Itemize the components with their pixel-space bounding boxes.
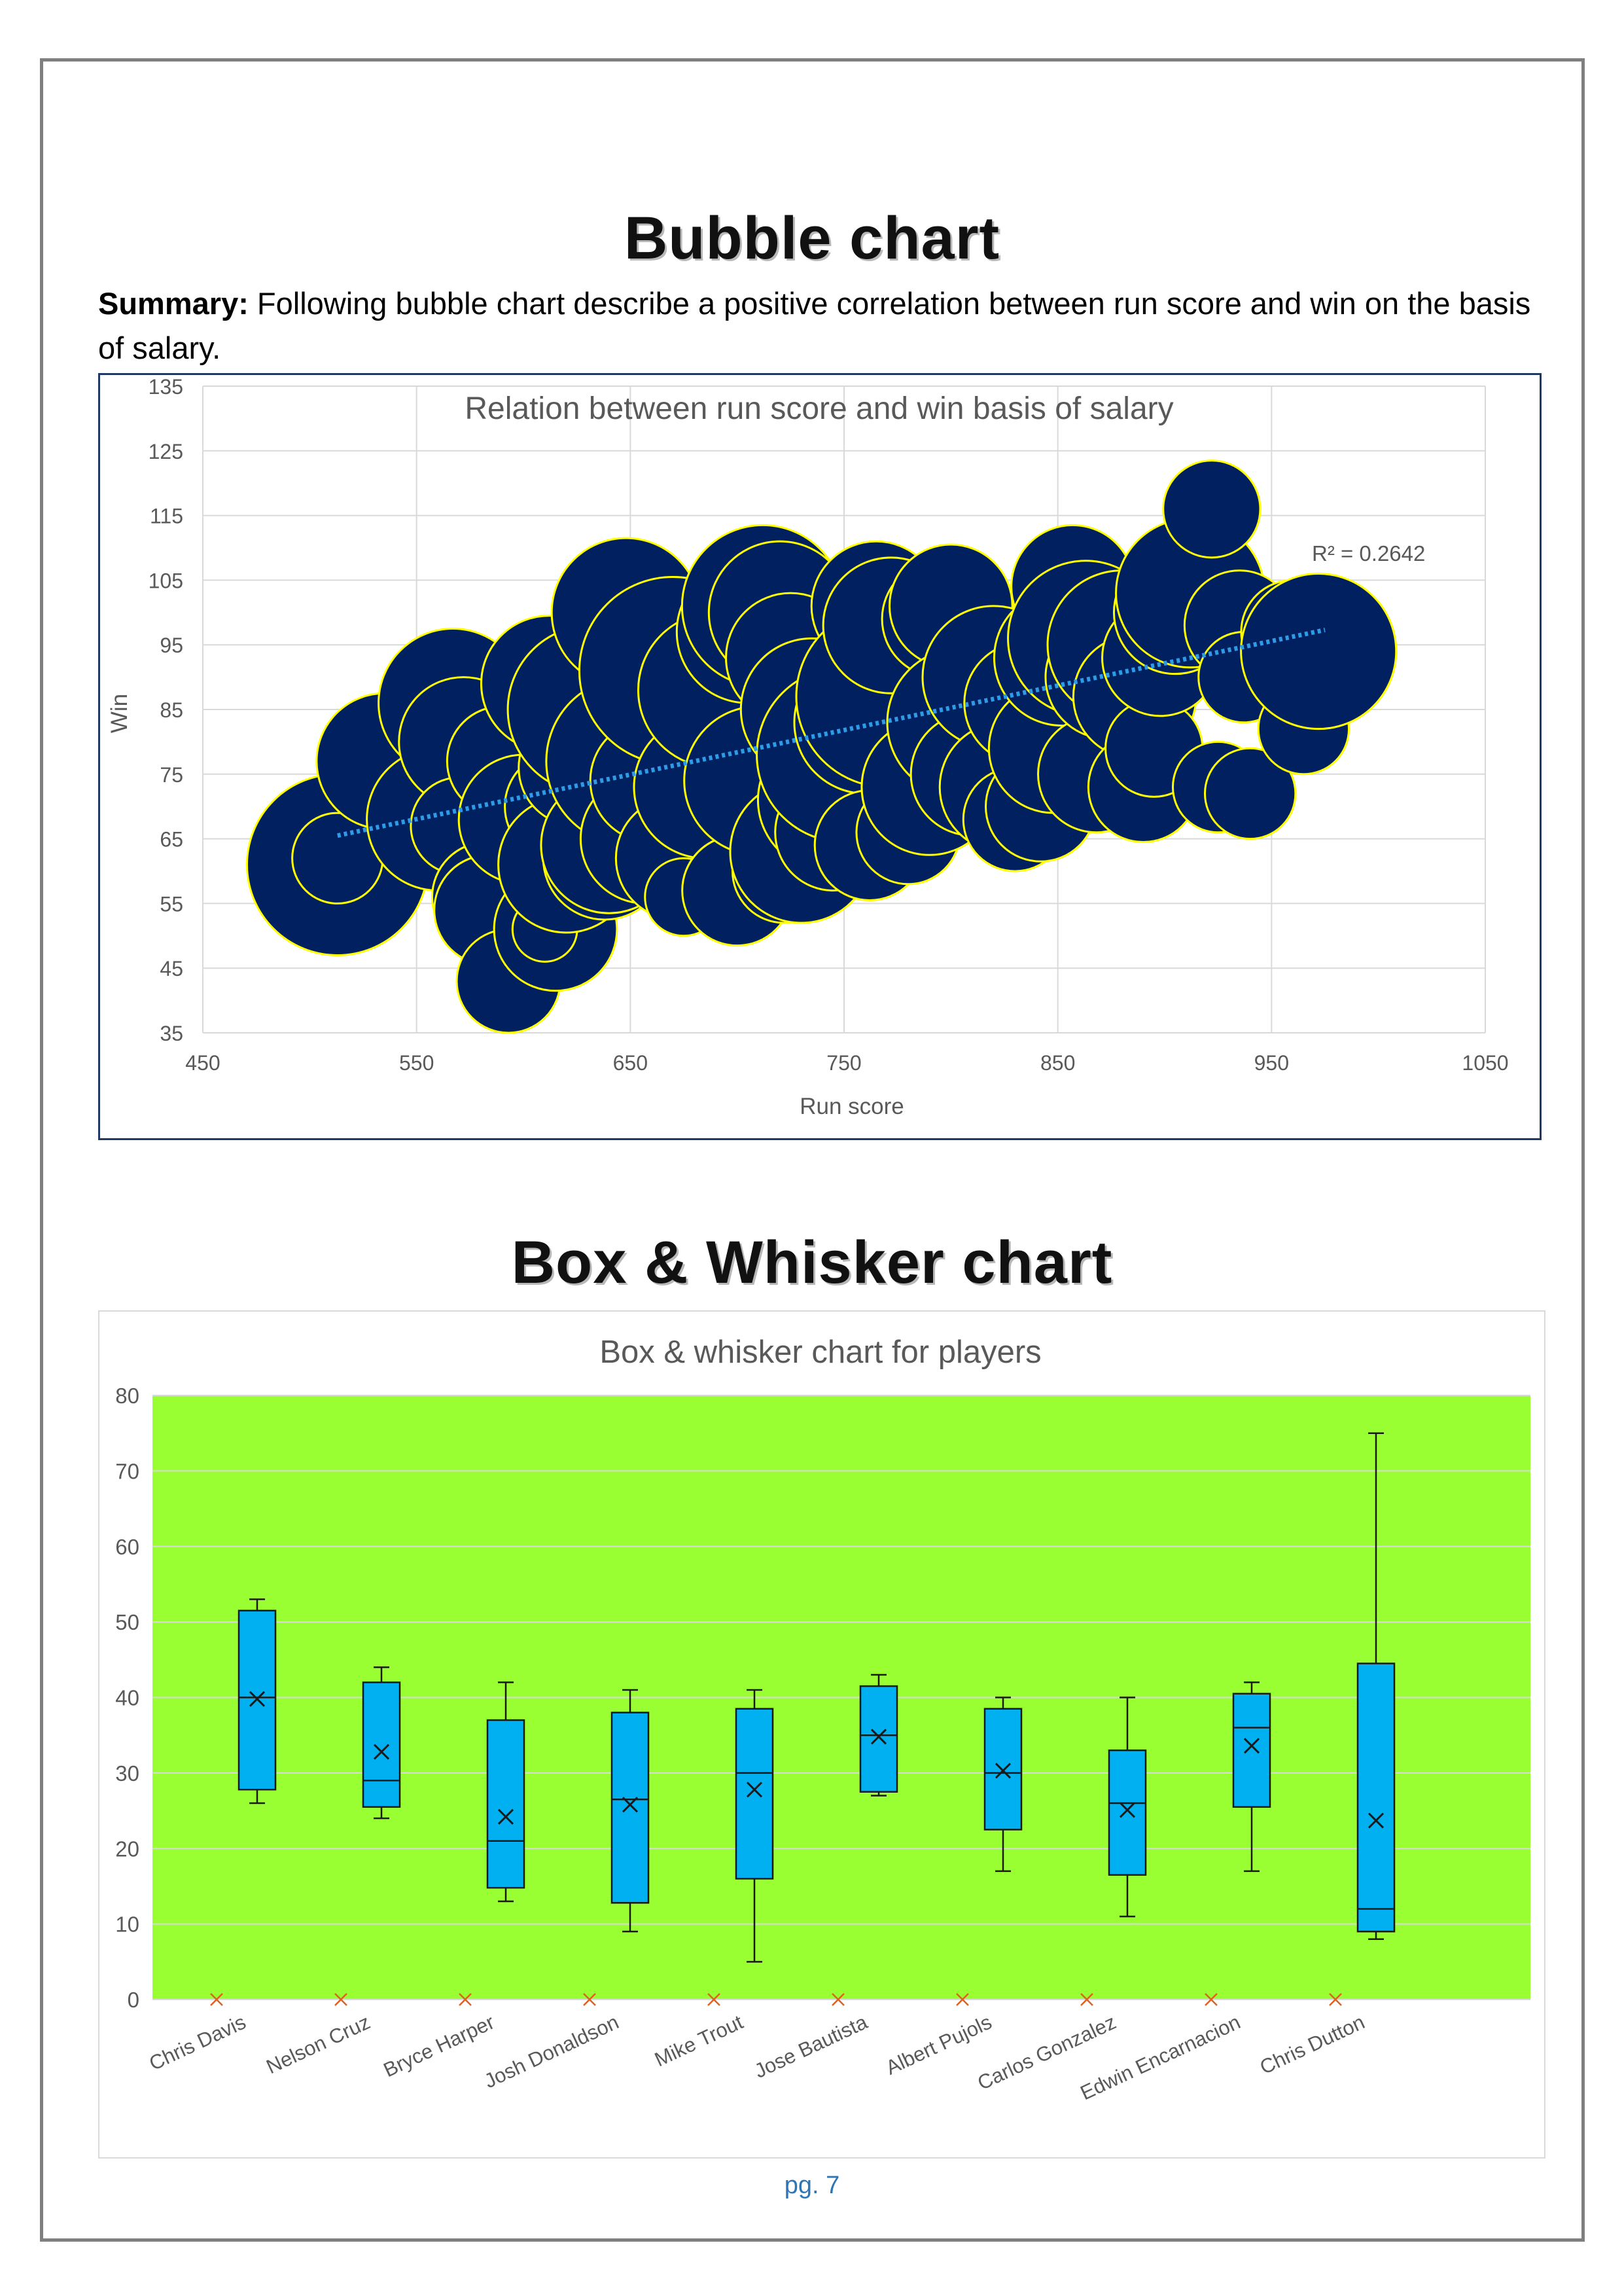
bubble-y-tick-label: 85	[160, 698, 183, 722]
bubble-y-tick-label: 55	[160, 892, 183, 916]
box-y-tick-label: 10	[115, 1912, 139, 1937]
box-body	[486, 1719, 525, 1889]
zero-marker	[707, 1993, 720, 2006]
zero-marker	[334, 1993, 347, 2006]
bubble-x-tick-label: 750	[826, 1051, 861, 1075]
box-y-tick-label: 50	[115, 1610, 139, 1634]
bubble-y-tick-label: 135	[149, 375, 183, 399]
box-body	[735, 1708, 774, 1880]
summary-paragraph: Summary: Following bubble chart describe…	[98, 281, 1538, 370]
box-chart-title: Box & whisker chart for players	[599, 1335, 1041, 1370]
zero-marker	[832, 1993, 845, 2006]
mean-marker	[746, 1782, 763, 1798]
bubble-chart-heading: Bubble chart	[624, 205, 1000, 272]
zero-marker	[1329, 1993, 1342, 2006]
box-body	[983, 1708, 1023, 1831]
bubble-point	[1204, 747, 1297, 840]
bubble-x-tick-label: 650	[613, 1051, 648, 1075]
bubble-y-tick-label: 115	[150, 505, 183, 528]
trendline	[337, 628, 1326, 838]
bubble-x-tick-label: 850	[1040, 1051, 1075, 1075]
x-axis-label: Run score	[800, 1094, 904, 1119]
box-body	[1356, 1662, 1396, 1933]
mean-marker	[1243, 1738, 1260, 1754]
zero-marker	[459, 1993, 472, 2006]
mean-marker	[497, 1808, 514, 1825]
box-y-tick-label: 0	[128, 1988, 139, 2012]
mean-marker	[373, 1744, 390, 1760]
bubble-y-tick-label: 65	[160, 828, 183, 852]
zero-marker	[583, 1993, 596, 2006]
box-y-tick-label: 20	[115, 1837, 139, 1861]
page-border	[40, 58, 1585, 2242]
box-body	[1108, 1749, 1147, 1876]
box-y-tick-label: 70	[115, 1459, 139, 1483]
box-y-tick-label: 30	[115, 1761, 139, 1785]
box-y-tick-label: 80	[115, 1384, 139, 1408]
summary-label: Summary:	[98, 286, 249, 321]
box-y-tick-label: 60	[115, 1535, 139, 1559]
r-squared-annotation: R² = 0.2642	[1312, 541, 1425, 565]
bubble-y-tick-label: 125	[149, 440, 183, 463]
bubble-x-tick-label: 1050	[1462, 1051, 1508, 1075]
mean-marker	[249, 1691, 266, 1707]
box-whisker-heading: Box & Whisker chart	[511, 1229, 1113, 1296]
bubble-point	[1240, 573, 1398, 730]
box-body	[859, 1685, 898, 1793]
zero-marker	[956, 1993, 969, 2006]
zero-marker	[1205, 1993, 1218, 2006]
page-number: pg. 7	[784, 2172, 840, 2199]
bubble-x-tick-label: 950	[1254, 1051, 1289, 1075]
mean-marker	[622, 1797, 639, 1813]
mean-marker	[870, 1729, 887, 1745]
summary-text: Following bubble chart describe a positi…	[98, 286, 1531, 365]
mean-marker	[995, 1763, 1012, 1779]
box-whisker-chart: Box & whisker chart for players 0 10 20 30 4…	[98, 1310, 1545, 2159]
bubble-tick-labels: 35 45 55 65 75 85 95 105 115 125 135 450 550 650 750 85…	[149, 375, 1509, 1075]
bubble-points	[245, 459, 1398, 1034]
bubble-chart-title: Relation between run score and win basis…	[465, 391, 1173, 426]
mean-marker	[1368, 1812, 1385, 1829]
box-body	[362, 1681, 401, 1808]
box-y-tick-label: 40	[115, 1686, 139, 1710]
bubble-chart: Relation between run score and win basis…	[98, 373, 1542, 1140]
box-body	[610, 1712, 650, 1904]
y-axis-label: Win	[107, 694, 132, 733]
bubble-x-tick-label: 550	[399, 1051, 434, 1075]
bubble-y-tick-label: 35	[160, 1022, 183, 1045]
box-series	[210, 1432, 1396, 2006]
mean-marker	[1119, 1802, 1136, 1818]
bubble-y-tick-label: 75	[160, 763, 183, 787]
bubble-point	[1162, 459, 1262, 559]
bubble-y-tick-label: 95	[160, 634, 183, 657]
bubble-y-tick-label: 45	[160, 957, 183, 980]
zero-marker	[1080, 1993, 1093, 2006]
zero-marker	[210, 1993, 223, 2006]
bubble-y-tick-label: 105	[149, 569, 183, 592]
box-y-tick-labels: 0 10 20 30 40 50 60 70 80	[115, 1384, 139, 2012]
box-body	[1232, 1693, 1271, 1808]
bubble-x-tick-label: 450	[185, 1051, 220, 1075]
